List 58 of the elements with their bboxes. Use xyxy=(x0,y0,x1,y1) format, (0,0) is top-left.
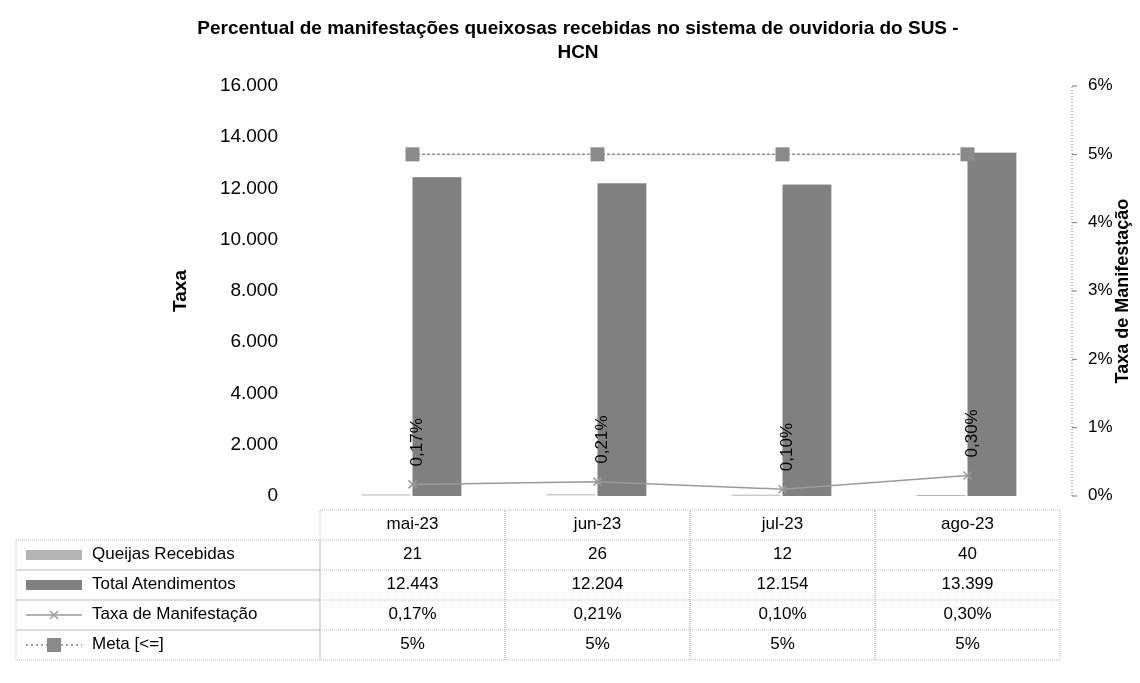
x-tick-label: mai-23 xyxy=(386,514,439,534)
y2-tick-label: 4% xyxy=(1088,212,1113,232)
legend-label: Total Atendimentos xyxy=(92,574,236,594)
data-label: 12.443 xyxy=(386,574,439,594)
data-label: 5% xyxy=(400,634,425,654)
y-tick-label: 12.000 xyxy=(219,176,278,198)
bar xyxy=(412,177,462,496)
y-tick-label: 14.000 xyxy=(219,125,278,147)
legend-label: Meta [<=] xyxy=(92,634,164,654)
y2-tick-label: 3% xyxy=(1088,280,1113,300)
y-tick-label: 6.000 xyxy=(230,330,278,352)
legend-label: Taxa de Manifestação xyxy=(92,604,258,624)
point xyxy=(962,470,973,481)
x-tick-label: jun-23 xyxy=(572,514,622,534)
y2-tick-label: 2% xyxy=(1088,348,1113,368)
bar xyxy=(782,184,832,496)
data-label: 5% xyxy=(770,634,795,654)
text: 0,21% xyxy=(591,415,611,464)
y-tick-label: 2.000 xyxy=(230,432,278,454)
y-tick-label: 4.000 xyxy=(230,381,278,403)
y2-tick-label: 0% xyxy=(1088,485,1113,505)
data-label: 5% xyxy=(585,634,610,654)
data-label: 12.154 xyxy=(756,574,809,594)
y-tick-label: 0 xyxy=(267,484,278,506)
x-tick-label: jul-23 xyxy=(760,514,804,534)
data-label: 0,10% xyxy=(758,604,807,624)
y2-tick-label: 1% xyxy=(1088,417,1113,437)
y2-tick-label: 6% xyxy=(1088,75,1113,95)
data-label: 40 xyxy=(958,544,977,564)
y2-axis-title: Taxa de Manifestação xyxy=(1112,198,1132,384)
data-label: 5% xyxy=(955,634,980,654)
legend-label: Queijas Recebidas xyxy=(92,544,235,564)
data-label: 0,30% xyxy=(943,604,992,624)
x-tick-label: ago-23 xyxy=(941,514,994,534)
text: 0,30% xyxy=(961,409,981,458)
y-tick-label: 8.000 xyxy=(230,279,278,301)
data-label: 13.399 xyxy=(941,574,994,594)
point xyxy=(592,476,603,487)
data-label: 0,21% xyxy=(573,604,622,624)
point xyxy=(775,147,790,162)
chart-title: Percentual de manifestações queixosas recebidas no sistema de ouvidoria do SUS - HCN xyxy=(197,17,959,62)
y-axis-title: Taxa xyxy=(169,269,190,312)
point xyxy=(407,479,418,490)
text: 0,17% xyxy=(406,418,426,467)
point xyxy=(777,484,788,494)
y-tick-label: 16.000 xyxy=(219,74,278,96)
point xyxy=(960,147,975,162)
data-label: 0,17% xyxy=(388,604,437,624)
data-label: 21 xyxy=(403,544,422,564)
data-label: 12 xyxy=(773,544,792,564)
data-label: 12.204 xyxy=(571,574,624,594)
y-tick-label: 10.000 xyxy=(219,227,278,249)
y2-tick-label: 5% xyxy=(1088,143,1113,163)
bar xyxy=(597,183,647,496)
point xyxy=(590,147,605,162)
text: 0,10% xyxy=(776,422,796,472)
data-label: 26 xyxy=(588,544,607,564)
point xyxy=(405,147,420,162)
